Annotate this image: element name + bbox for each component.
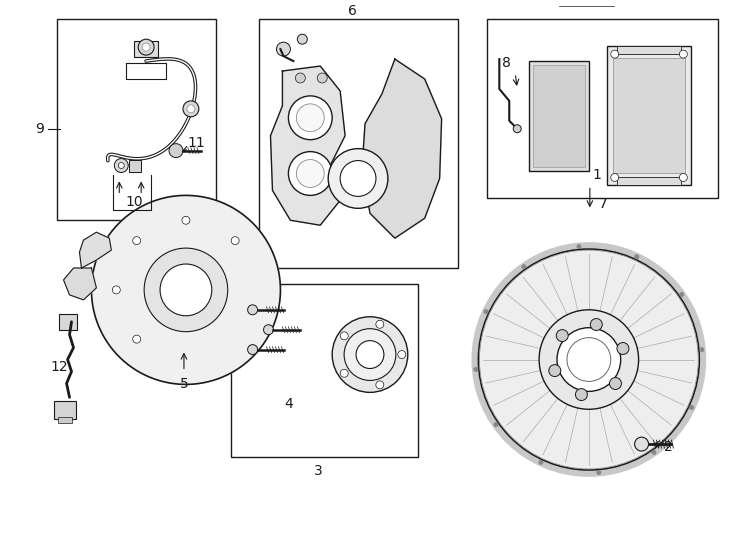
Circle shape bbox=[341, 332, 348, 340]
Circle shape bbox=[611, 173, 619, 181]
Circle shape bbox=[680, 173, 687, 181]
Circle shape bbox=[112, 286, 120, 294]
Circle shape bbox=[295, 73, 305, 83]
Circle shape bbox=[264, 325, 274, 335]
Circle shape bbox=[133, 335, 141, 343]
Circle shape bbox=[539, 310, 639, 409]
Text: 2: 2 bbox=[664, 440, 673, 454]
Circle shape bbox=[133, 237, 141, 245]
Circle shape bbox=[398, 350, 406, 359]
Text: 3: 3 bbox=[314, 464, 323, 478]
Bar bbox=[129, 160, 141, 172]
Circle shape bbox=[479, 249, 700, 470]
Circle shape bbox=[187, 105, 195, 113]
Circle shape bbox=[144, 248, 228, 332]
Circle shape bbox=[376, 381, 384, 389]
Circle shape bbox=[317, 73, 327, 83]
Circle shape bbox=[479, 250, 698, 469]
Circle shape bbox=[513, 125, 521, 133]
Circle shape bbox=[182, 217, 190, 224]
Text: 9: 9 bbox=[35, 122, 44, 136]
Circle shape bbox=[539, 460, 543, 465]
Polygon shape bbox=[271, 66, 345, 225]
Circle shape bbox=[297, 160, 324, 187]
Text: 7: 7 bbox=[598, 197, 607, 211]
Bar bbox=[613, 58, 686, 173]
Text: 10: 10 bbox=[126, 195, 143, 210]
Circle shape bbox=[651, 450, 656, 455]
Bar bbox=[487, 19, 718, 198]
Circle shape bbox=[473, 367, 479, 372]
Circle shape bbox=[376, 320, 384, 328]
Circle shape bbox=[484, 309, 489, 314]
Text: 6: 6 bbox=[348, 4, 357, 18]
Circle shape bbox=[231, 237, 239, 245]
Circle shape bbox=[333, 317, 408, 393]
Polygon shape bbox=[79, 232, 112, 268]
Text: 5: 5 bbox=[180, 377, 189, 392]
Circle shape bbox=[471, 242, 706, 477]
Circle shape bbox=[288, 152, 333, 195]
Circle shape bbox=[115, 159, 128, 172]
Circle shape bbox=[689, 405, 694, 410]
Polygon shape bbox=[362, 59, 442, 238]
Circle shape bbox=[576, 244, 581, 249]
Circle shape bbox=[680, 50, 687, 58]
Circle shape bbox=[617, 342, 629, 354]
Circle shape bbox=[247, 305, 258, 315]
Text: 11: 11 bbox=[187, 136, 205, 150]
Bar bbox=[134, 41, 158, 57]
Polygon shape bbox=[92, 195, 280, 384]
Circle shape bbox=[596, 470, 601, 475]
Bar bbox=[617, 46, 681, 54]
Circle shape bbox=[297, 104, 324, 132]
Circle shape bbox=[635, 437, 649, 451]
Bar bbox=[57, 19, 216, 220]
Bar bbox=[607, 46, 691, 185]
Circle shape bbox=[183, 101, 199, 117]
Text: 12: 12 bbox=[51, 361, 68, 375]
Circle shape bbox=[277, 42, 291, 56]
Circle shape bbox=[160, 264, 212, 316]
Circle shape bbox=[590, 319, 603, 330]
Circle shape bbox=[575, 389, 587, 401]
Circle shape bbox=[341, 369, 348, 377]
Circle shape bbox=[142, 43, 150, 51]
Circle shape bbox=[169, 144, 183, 158]
Circle shape bbox=[344, 329, 396, 380]
Bar bbox=[529, 61, 589, 171]
Bar bbox=[57, 417, 71, 423]
Polygon shape bbox=[64, 268, 96, 300]
Bar bbox=[59, 314, 76, 330]
Bar bbox=[617, 178, 681, 185]
Circle shape bbox=[679, 292, 684, 297]
Circle shape bbox=[567, 338, 611, 381]
Bar bbox=[230, 284, 418, 457]
Circle shape bbox=[247, 345, 258, 355]
Circle shape bbox=[356, 341, 384, 368]
Circle shape bbox=[328, 148, 388, 208]
Bar bbox=[258, 19, 457, 268]
Bar bbox=[533, 65, 585, 166]
Circle shape bbox=[138, 39, 154, 55]
Circle shape bbox=[297, 34, 308, 44]
Circle shape bbox=[700, 347, 705, 352]
Circle shape bbox=[634, 254, 639, 259]
Circle shape bbox=[493, 422, 498, 427]
Circle shape bbox=[521, 264, 526, 269]
Text: 8: 8 bbox=[502, 56, 511, 70]
Circle shape bbox=[288, 96, 333, 140]
Circle shape bbox=[557, 328, 621, 392]
Text: 1: 1 bbox=[592, 168, 601, 183]
Circle shape bbox=[549, 364, 561, 376]
Circle shape bbox=[340, 160, 376, 197]
Circle shape bbox=[118, 163, 124, 168]
Text: 4: 4 bbox=[284, 397, 293, 411]
Circle shape bbox=[556, 329, 568, 341]
Circle shape bbox=[609, 377, 622, 389]
Circle shape bbox=[611, 50, 619, 58]
Bar bbox=[54, 401, 76, 419]
